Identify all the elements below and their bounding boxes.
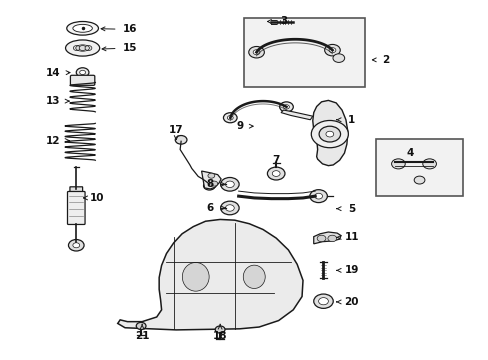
Circle shape (422, 159, 436, 169)
Circle shape (175, 135, 186, 144)
Circle shape (225, 205, 234, 211)
Circle shape (309, 190, 327, 203)
Circle shape (313, 294, 332, 309)
Text: 6: 6 (206, 203, 214, 213)
Circle shape (227, 116, 233, 120)
Circle shape (203, 181, 215, 190)
Bar (375, 139, 462, 196)
Circle shape (220, 201, 239, 215)
Text: 14: 14 (46, 68, 61, 78)
Ellipse shape (65, 40, 100, 56)
Circle shape (220, 177, 239, 191)
Circle shape (215, 326, 224, 333)
Text: 5: 5 (347, 204, 355, 214)
Text: 20: 20 (344, 297, 358, 307)
Circle shape (225, 181, 234, 188)
Circle shape (319, 126, 340, 142)
Text: 18: 18 (212, 331, 227, 341)
Text: 15: 15 (122, 43, 137, 53)
Polygon shape (118, 220, 303, 330)
Circle shape (85, 45, 92, 50)
Circle shape (332, 54, 344, 62)
FancyBboxPatch shape (67, 192, 85, 225)
Circle shape (318, 298, 328, 305)
Circle shape (76, 68, 89, 77)
Circle shape (267, 167, 285, 180)
Circle shape (136, 322, 146, 329)
Text: 4: 4 (406, 148, 413, 158)
Circle shape (413, 176, 424, 184)
Text: 1: 1 (347, 115, 355, 125)
Ellipse shape (182, 262, 209, 291)
Circle shape (272, 171, 280, 176)
Text: 7: 7 (272, 155, 279, 165)
Text: 11: 11 (344, 232, 358, 242)
Text: 2: 2 (382, 55, 389, 65)
Circle shape (327, 235, 336, 242)
Circle shape (210, 181, 217, 186)
Polygon shape (201, 171, 221, 189)
Circle shape (80, 70, 85, 75)
Ellipse shape (243, 265, 264, 288)
Circle shape (279, 102, 293, 112)
Circle shape (79, 45, 86, 50)
Text: 17: 17 (168, 125, 183, 135)
Ellipse shape (73, 24, 92, 32)
Circle shape (324, 44, 340, 56)
Circle shape (73, 243, 80, 248)
FancyBboxPatch shape (70, 75, 95, 85)
Polygon shape (313, 232, 340, 244)
Circle shape (325, 131, 333, 137)
Ellipse shape (67, 22, 98, 35)
Text: 19: 19 (344, 265, 358, 275)
Text: 3: 3 (279, 17, 286, 27)
Circle shape (68, 239, 84, 251)
Text: 9: 9 (236, 121, 243, 131)
Circle shape (328, 48, 335, 53)
Bar (244, 18, 365, 87)
Text: 13: 13 (46, 96, 61, 106)
Polygon shape (281, 110, 312, 120)
FancyBboxPatch shape (70, 187, 82, 192)
Circle shape (311, 121, 347, 148)
Text: 12: 12 (46, 136, 61, 145)
Circle shape (253, 50, 260, 55)
Text: 10: 10 (89, 193, 104, 203)
Circle shape (317, 235, 325, 242)
Circle shape (223, 113, 237, 123)
Circle shape (391, 159, 405, 169)
Circle shape (314, 193, 322, 199)
Circle shape (248, 46, 264, 58)
Text: 21: 21 (135, 331, 149, 341)
Text: 8: 8 (206, 179, 214, 189)
Circle shape (73, 45, 80, 50)
Circle shape (207, 173, 214, 178)
Text: 16: 16 (122, 24, 137, 35)
Circle shape (283, 105, 289, 109)
Polygon shape (312, 100, 347, 166)
